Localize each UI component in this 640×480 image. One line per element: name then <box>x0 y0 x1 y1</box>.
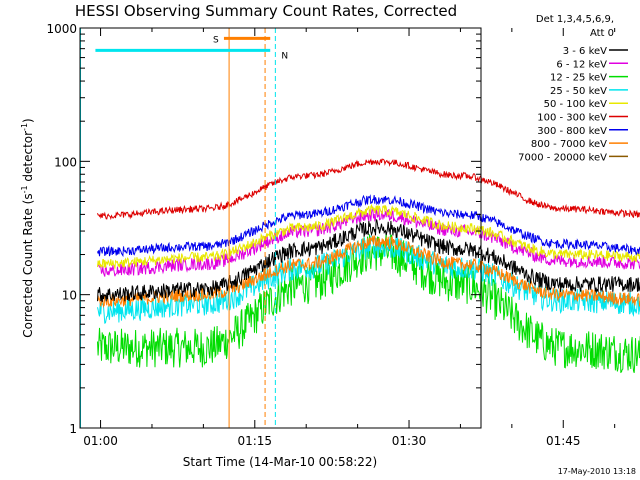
legend-label: 100 - 300 keV <box>537 113 607 124</box>
x-tick-label: 01:00 <box>83 434 118 448</box>
saa-label: S <box>213 35 219 45</box>
tick-layer: 01:0001:1501:3001:4502:0002:1502:3011010… <box>46 22 616 448</box>
legend-label: 25 - 50 keV <box>550 86 607 97</box>
night-label: N <box>281 51 288 61</box>
y-tick-label: 100 <box>54 155 77 169</box>
date-stamp: 17-May-2010 13:18 <box>558 467 636 476</box>
legend-label: 3 - 6 keV <box>563 46 607 57</box>
series-layer <box>97 158 640 374</box>
series-line-12-25keV <box>97 233 640 374</box>
y-axis-label-sup-2: -1 <box>20 123 29 131</box>
x-axis-label: Start Time (14-Mar-10 00:58:22) <box>183 455 377 469</box>
y-axis-label-sup-1: -1 <box>20 185 29 193</box>
y-axis-label: Corrected Count Rate (s-1 detector-1) <box>20 118 35 337</box>
series-line-100-300keV <box>97 158 640 221</box>
legend-label: 12 - 25 keV <box>550 73 607 84</box>
legend-label: 300 - 800 keV <box>537 126 607 137</box>
legend-header-detectors: Det 1,3,4,5,6,9, <box>536 14 614 25</box>
legend-items: 3 - 6 keV 6 - 12 keV 12 - 25 keV 25 - 50 ke… <box>518 46 628 163</box>
y-axis-label-part-3: ) <box>21 118 35 123</box>
x-tick-label: 01:45 <box>546 434 581 448</box>
y-tick-label: 1000 <box>46 22 77 36</box>
series-line-3-6keV <box>97 219 640 303</box>
y-tick-label: 1 <box>69 422 77 436</box>
legend-label: 50 - 100 keV <box>544 99 608 110</box>
marker-layer: SN <box>80 28 288 428</box>
y-tick-label: 10 <box>62 289 77 303</box>
y-axis-label-part-2: detector <box>21 131 35 186</box>
plot-frame <box>79 27 482 429</box>
series-line-6-12keV <box>97 206 640 277</box>
legend-label: 800 - 7000 keV <box>531 139 607 150</box>
y-axis-label-text: Corrected Count Rate (s-1 detector-1) <box>20 118 35 337</box>
legend-header-attenuator: Att 0 <box>590 28 614 39</box>
series-line-50-100keV <box>97 203 640 269</box>
series-line-800-7000keV <box>97 234 640 308</box>
legend-label: 6 - 12 keV <box>556 59 607 70</box>
x-tick-label: 01:15 <box>237 434 272 448</box>
legend-label: 7000 - 20000 keV <box>518 152 607 163</box>
x-tick-label: 01:30 <box>392 434 427 448</box>
legend: Det 1,3,4,5,6,9, Att 0 3 - 6 keV 6 - 12 k… <box>518 14 628 163</box>
series-line-300-800keV <box>97 194 640 258</box>
chart-title: HESSI Observing Summary Count Rates, Cor… <box>75 2 457 20</box>
y-axis-label-part-1: Corrected Count Rate (s <box>21 193 35 337</box>
